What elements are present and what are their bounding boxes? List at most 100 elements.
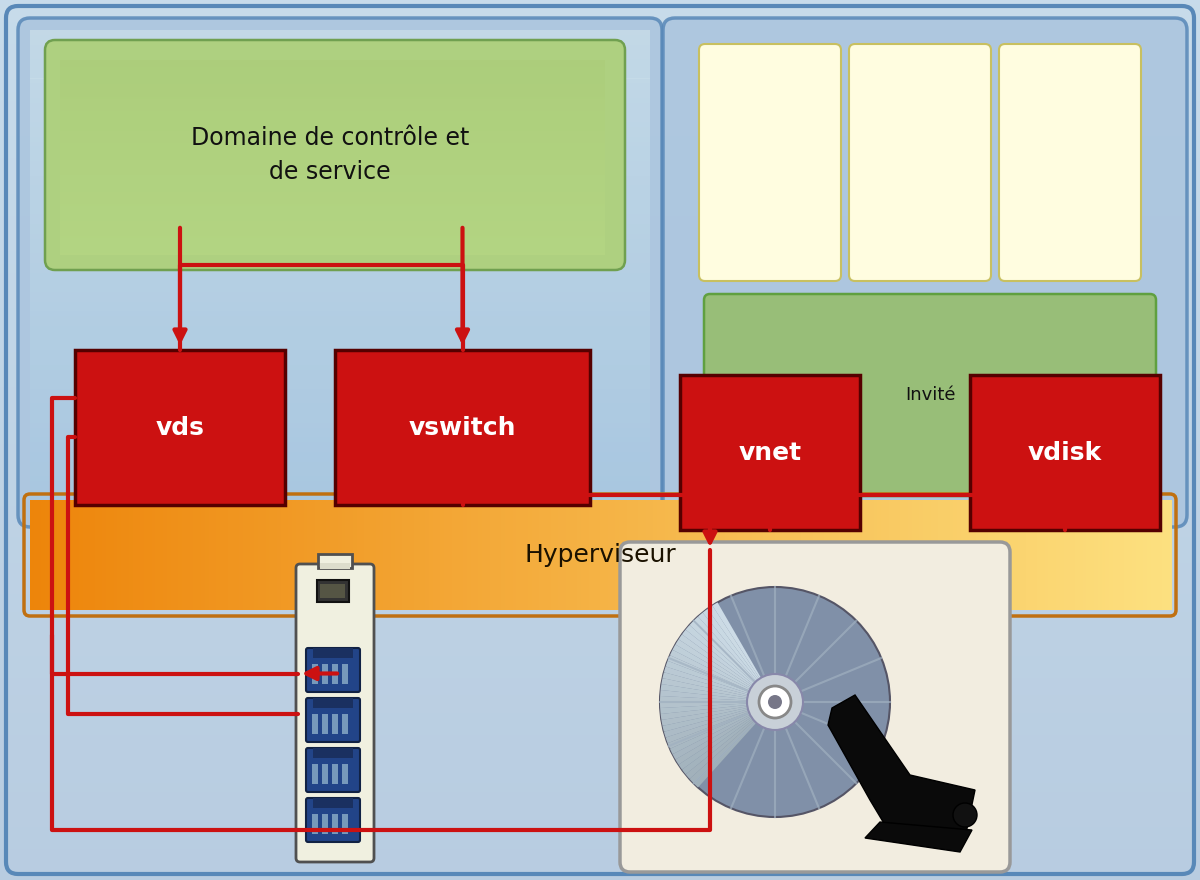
Bar xyxy=(0,826,1200,832)
Wedge shape xyxy=(662,672,775,702)
Bar xyxy=(60,84,605,87)
Bar xyxy=(0,78,1200,84)
Bar xyxy=(0,747,1200,752)
Bar xyxy=(547,500,552,610)
Bar xyxy=(0,782,1200,788)
Bar xyxy=(0,400,1200,405)
Text: vswitch: vswitch xyxy=(409,415,516,439)
Bar xyxy=(60,192,605,194)
Wedge shape xyxy=(660,696,775,702)
Bar xyxy=(0,307,1200,312)
Bar xyxy=(779,500,785,610)
Bar xyxy=(330,500,336,610)
Bar xyxy=(342,714,348,734)
Bar xyxy=(60,243,605,246)
Bar xyxy=(0,272,1200,277)
Bar xyxy=(332,664,338,684)
Text: vdisk: vdisk xyxy=(1028,441,1102,465)
Bar xyxy=(30,360,650,364)
Bar xyxy=(863,500,868,610)
Bar xyxy=(0,83,1200,88)
Bar xyxy=(0,105,1200,110)
Bar xyxy=(102,500,108,610)
Bar xyxy=(0,672,1200,678)
Wedge shape xyxy=(662,702,775,732)
Bar xyxy=(616,500,622,610)
Bar xyxy=(0,646,1200,651)
Bar xyxy=(1159,500,1164,610)
Bar xyxy=(844,500,850,610)
Bar xyxy=(593,500,599,610)
Wedge shape xyxy=(672,702,775,759)
Bar xyxy=(0,593,1200,598)
Bar xyxy=(368,500,374,610)
Bar xyxy=(0,637,1200,642)
Bar xyxy=(60,101,605,104)
Bar xyxy=(148,500,154,610)
Bar xyxy=(0,439,1200,444)
Bar xyxy=(744,500,750,610)
Bar xyxy=(353,500,359,610)
Bar xyxy=(30,84,650,88)
Bar xyxy=(509,500,515,610)
Bar xyxy=(623,500,629,610)
Bar xyxy=(584,500,590,610)
Bar xyxy=(998,500,1004,610)
Bar xyxy=(0,193,1200,198)
Bar xyxy=(0,708,1200,713)
Bar xyxy=(0,166,1200,172)
Bar xyxy=(737,500,743,610)
Bar xyxy=(72,500,78,610)
Bar xyxy=(0,334,1200,339)
Bar xyxy=(281,500,287,610)
Bar xyxy=(60,97,605,99)
Bar xyxy=(342,664,348,684)
Bar xyxy=(691,500,697,610)
Bar xyxy=(0,633,1200,638)
Bar xyxy=(30,491,650,495)
Bar xyxy=(0,822,1200,827)
Wedge shape xyxy=(670,649,775,702)
Bar xyxy=(60,141,605,143)
Bar xyxy=(30,486,650,491)
Wedge shape xyxy=(666,661,775,702)
Bar xyxy=(752,500,758,610)
Bar xyxy=(30,510,650,515)
Bar xyxy=(874,500,880,610)
Bar xyxy=(809,500,815,610)
Wedge shape xyxy=(672,644,775,702)
Bar xyxy=(0,501,1200,506)
Bar xyxy=(635,500,640,610)
Wedge shape xyxy=(682,629,775,702)
Bar xyxy=(0,65,1200,70)
Bar xyxy=(60,155,605,158)
Bar xyxy=(307,500,313,610)
Bar xyxy=(847,500,853,610)
Bar xyxy=(30,238,650,244)
Bar xyxy=(326,500,332,610)
Bar xyxy=(30,292,650,297)
Text: Hyperviseur: Hyperviseur xyxy=(524,543,676,567)
Bar xyxy=(30,156,650,161)
Bar xyxy=(30,501,650,505)
Bar xyxy=(886,500,890,610)
Bar xyxy=(60,94,605,97)
Bar xyxy=(0,149,1200,154)
Bar xyxy=(0,853,1200,858)
Bar xyxy=(30,443,650,447)
Bar xyxy=(293,500,298,610)
Bar xyxy=(977,500,982,610)
FancyBboxPatch shape xyxy=(698,44,841,281)
Bar xyxy=(60,174,605,177)
Wedge shape xyxy=(703,609,775,702)
Bar xyxy=(296,500,302,610)
Bar xyxy=(0,386,1200,392)
Bar xyxy=(1121,500,1127,610)
Bar xyxy=(1147,500,1153,610)
Bar xyxy=(0,118,1200,123)
Bar xyxy=(0,202,1200,207)
Bar xyxy=(790,500,796,610)
Bar xyxy=(0,518,1200,524)
Bar xyxy=(0,752,1200,757)
Bar xyxy=(60,233,605,236)
